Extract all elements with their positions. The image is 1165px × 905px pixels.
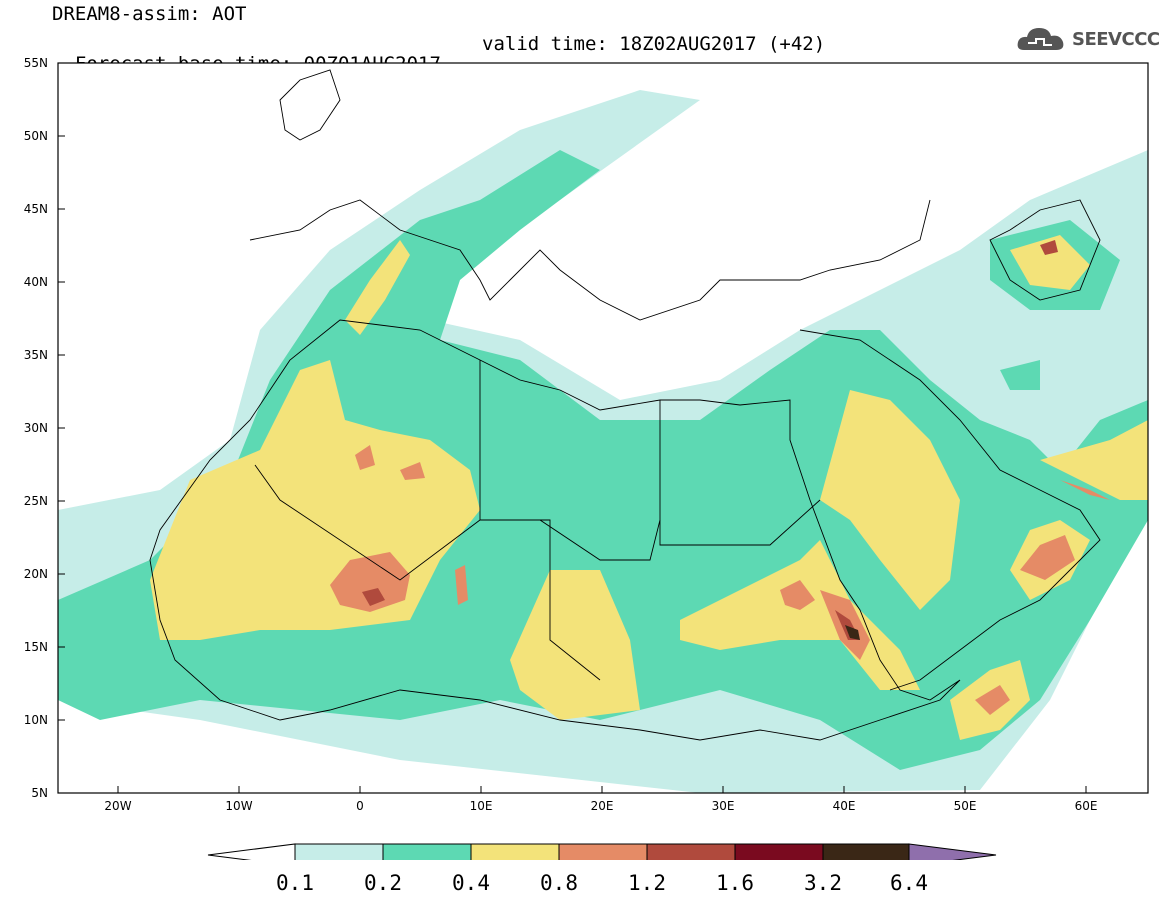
lat-tick: 25N xyxy=(24,494,48,508)
lon-tick: 30E xyxy=(712,799,735,813)
lat-tick: 40N xyxy=(24,275,48,289)
lat-tick: 15N xyxy=(24,640,48,654)
lon-tick: 60E xyxy=(1075,799,1098,813)
coastlines xyxy=(149,69,1101,741)
colorbar-label: 1.6 xyxy=(716,871,754,895)
lat-axis: 5N 10N 15N 20N 25N 30N 35N 40N 45N 50N 5… xyxy=(24,56,65,800)
title-line-1: DREAM8-assim: AOT xyxy=(52,3,247,25)
seevccc-logo: SEEVCCC xyxy=(1016,24,1160,54)
lat-tick: 20N xyxy=(24,567,48,581)
lon-tick: 40E xyxy=(833,799,856,813)
lat-tick: 5N xyxy=(31,786,48,800)
lon-tick: 10W xyxy=(225,799,252,813)
border-3 xyxy=(479,360,601,681)
lon-tick: 20E xyxy=(591,799,614,813)
lat-tick: 45N xyxy=(24,202,48,216)
colorbar-swatch xyxy=(646,843,736,860)
border-2 xyxy=(659,400,821,546)
coastline-caspian xyxy=(989,199,1101,301)
colorbar-high-arrow xyxy=(908,843,997,860)
coastline-africa xyxy=(149,319,961,741)
lon-tick: 10E xyxy=(470,799,493,813)
aot-fields xyxy=(58,90,1148,793)
colorbar-label: 3.2 xyxy=(804,871,842,895)
lon-axis: 20W 10W 0 10E 20E 30E 40E 50E 60E xyxy=(104,786,1097,813)
aot-field-1.2 xyxy=(362,588,385,606)
aot-map: 20W 10W 0 10E 20E 30E 40E 50E 60E 5N 10N… xyxy=(24,56,1149,860)
colorbar-label: 6.4 xyxy=(890,871,928,895)
colorbar-swatch xyxy=(294,843,384,860)
coastline-uk xyxy=(279,69,341,141)
colorbar-swatch xyxy=(382,843,472,860)
lat-tick: 30N xyxy=(24,421,48,435)
colorbar-swatch xyxy=(822,843,910,860)
colorbar-label: 0.4 xyxy=(452,871,490,895)
logo-text: SEEVCCC xyxy=(1072,28,1160,50)
colorbar-label: 0.1 xyxy=(276,871,314,895)
aot-field-0.8 xyxy=(330,552,410,612)
lat-tick: 55N xyxy=(24,56,48,70)
colorbar-swatch xyxy=(734,843,824,860)
valid-time: valid time: 18Z02AUG2017 (+42) xyxy=(482,33,826,55)
colorbar-label: 0.8 xyxy=(540,871,578,895)
lat-tick: 50N xyxy=(24,129,48,143)
cloud-icon xyxy=(1017,28,1064,50)
colorbar-label: 0.2 xyxy=(364,871,402,895)
colorbar-swatch xyxy=(558,843,648,860)
lat-tick: 35N xyxy=(24,348,48,362)
colorbar-swatch xyxy=(470,843,560,860)
lon-tick: 50E xyxy=(954,799,977,813)
lon-tick: 20W xyxy=(104,799,131,813)
coastline-arabia xyxy=(799,329,1101,691)
colorbar xyxy=(207,843,997,860)
colorbar-low-arrow xyxy=(207,843,296,860)
colorbar-label: 1.2 xyxy=(628,871,666,895)
coastline-europe xyxy=(249,199,931,321)
lat-tick: 10N xyxy=(24,713,48,727)
lon-tick: 0 xyxy=(356,799,364,813)
